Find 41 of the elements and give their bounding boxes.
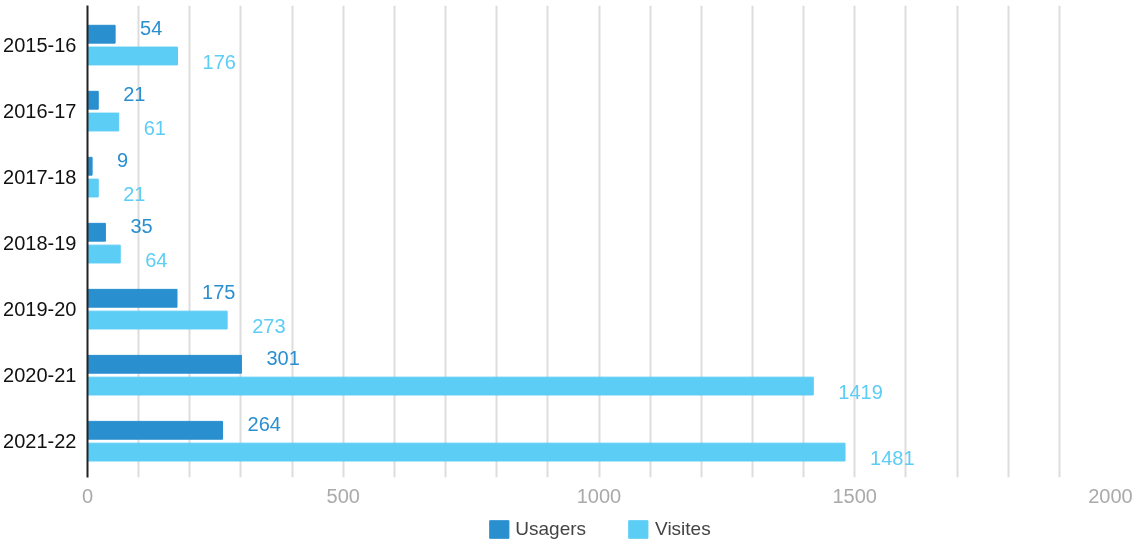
data-label: 264 [247,413,281,436]
bar [87,354,242,374]
data-label: 64 [145,249,168,272]
y-tick-label: 2015-16 [3,34,77,57]
data-label: 273 [252,315,286,338]
data-label: 176 [202,51,236,73]
x-tick-label: 1000 [576,484,622,507]
bar [87,420,224,440]
data-label: 1419 [838,381,883,404]
x-tick-label: 2000 [1088,484,1133,507]
y-tick-label: 2018-19 [3,232,77,255]
data-label: 21 [123,183,146,206]
x-tick-label: 1500 [832,484,877,507]
data-label: 21 [123,83,146,106]
y-tick-label: 2017-18 [3,166,77,189]
data-label: 35 [130,215,153,238]
bar [87,112,120,132]
x-tick-label: 500 [326,484,360,507]
data-label: 9 [117,149,129,172]
bar [87,178,99,198]
y-tick-label: 2016-17 [3,100,77,123]
data-label: 54 [140,17,163,40]
data-label: 1481 [870,447,915,470]
bar [87,376,814,396]
bar [87,222,106,242]
bar [87,46,179,66]
y-tick-label: 2019-20 [3,298,77,321]
bar [87,442,846,462]
data-label: 175 [202,281,236,304]
data-label: 301 [266,347,300,370]
data-label: 61 [143,117,166,140]
bar [87,244,121,264]
y-tick-label: 2020-21 [3,364,77,387]
legend-label: Visites [655,518,711,540]
y-tick-label: 2021-22 [3,430,77,453]
bar [87,310,228,330]
bar [87,288,178,308]
legend-label: Usagers [515,518,587,540]
x-tick-label: 0 [81,484,94,507]
bar [87,90,99,110]
bar [87,24,116,44]
